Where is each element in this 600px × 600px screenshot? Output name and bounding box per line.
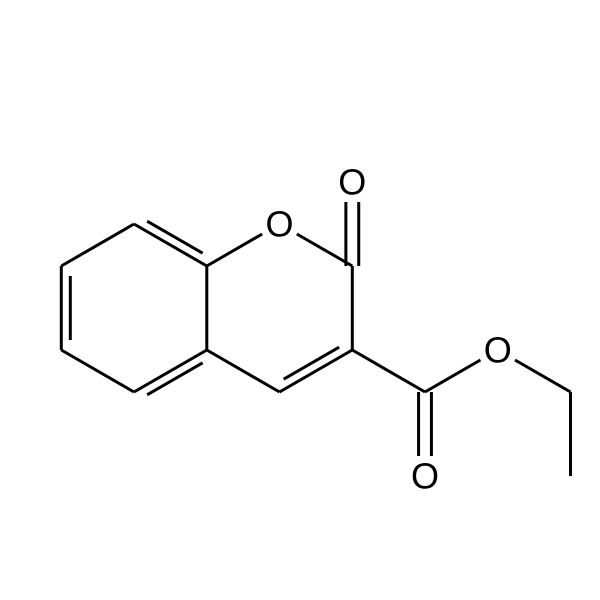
atom-label-o: O [265,204,293,245]
atom-label-o: O [411,456,439,497]
bond-line [515,360,570,392]
bond-line [61,350,134,392]
bond-line [280,350,353,392]
bond-line [352,350,425,392]
atom-label-o: O [338,162,366,203]
bond-line [425,360,480,392]
bond-line [207,234,262,266]
bond-line [61,224,134,266]
atom-label-o: O [484,330,512,371]
bond-line [134,224,207,266]
bond-line [297,234,352,266]
bond-line [207,350,280,392]
bond-line [134,350,207,392]
molecule-diagram: O O O O [0,0,600,600]
